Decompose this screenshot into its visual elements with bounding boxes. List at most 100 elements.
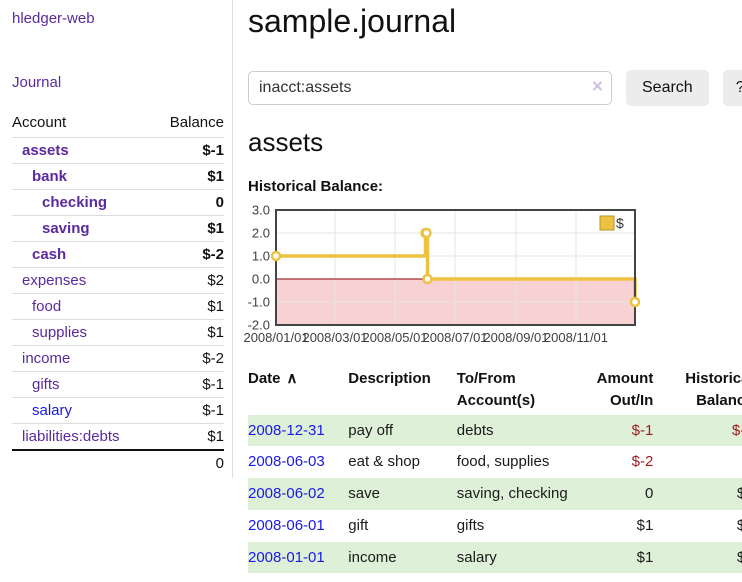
register-row: 2008-12-31 pay off debts $-1 $-1 bbox=[248, 414, 742, 447]
svg-text:2.0: 2.0 bbox=[252, 226, 270, 241]
sidebar-account-link[interactable]: income bbox=[22, 350, 71, 367]
transaction-date-link[interactable]: 2008-06-01 bbox=[248, 516, 325, 534]
sort-asc-icon: ∧ bbox=[286, 370, 298, 387]
register-header-row: Date ∧ Description To/From Account(s) Amo… bbox=[248, 366, 742, 415]
accounts-header-row: Account Balance bbox=[12, 111, 224, 138]
register-row: 2008-06-01 gift gifts $1 $2 bbox=[248, 510, 742, 542]
sidebar-account-link[interactable]: liabilities:debts bbox=[22, 428, 120, 445]
chart-title: Historical Balance: bbox=[248, 178, 384, 195]
register-row: 2008-06-03 eat & shop food, supplies $-20 bbox=[248, 446, 742, 478]
register-row: 2008-06-02 save saving, checking 0 $2 bbox=[248, 478, 742, 510]
account-name-cell: salary bbox=[12, 397, 153, 424]
register-accounts: salary bbox=[456, 548, 497, 566]
register-date-cell: 2008-01-01 bbox=[248, 542, 348, 574]
account-name-cell: bank bbox=[12, 163, 153, 190]
account-name-cell: food bbox=[12, 293, 153, 320]
account-balance: $2 bbox=[152, 267, 224, 294]
account-name-cell: assets bbox=[12, 138, 153, 164]
transaction-date-link[interactable]: 2008-12-31 bbox=[248, 421, 325, 439]
account-name-cell: income bbox=[12, 345, 153, 372]
brand-link[interactable]: hledger-web bbox=[12, 10, 95, 27]
clear-search-icon[interactable]: × bbox=[591, 76, 603, 98]
search-input[interactable] bbox=[248, 71, 612, 105]
transaction-date-link[interactable]: 2008-06-02 bbox=[248, 485, 325, 502]
accounts-total-row: 0 bbox=[12, 449, 224, 476]
svg-text:-1.0: -1.0 bbox=[248, 295, 270, 310]
account-balance: $-1 bbox=[152, 371, 224, 398]
transaction-date-link[interactable]: 2008-01-01 bbox=[248, 548, 325, 566]
account-balance: $1 bbox=[152, 215, 224, 242]
account-balance: $1 bbox=[152, 293, 224, 320]
svg-text:2008/07/01: 2008/07/01 bbox=[422, 330, 487, 345]
search-row: × Search ? bbox=[248, 70, 742, 106]
help-button[interactable]: ? bbox=[722, 70, 742, 106]
register-accounts: debts bbox=[456, 421, 494, 439]
register-balance: $2 bbox=[736, 485, 742, 502]
accounts-header-balance: Balance bbox=[152, 111, 224, 138]
account-row: supplies $1 bbox=[12, 319, 224, 346]
account-balance: $-1 bbox=[152, 397, 224, 424]
register-description: gift bbox=[348, 516, 369, 534]
journal-nav-link[interactable]: Journal bbox=[12, 74, 62, 91]
register-accounts: food, supplies bbox=[456, 453, 550, 471]
sidebar-account-link[interactable]: saving bbox=[42, 220, 90, 237]
register-amount: $1 bbox=[636, 548, 654, 566]
svg-text:1.0: 1.0 bbox=[252, 249, 270, 264]
accounts-header-account: Account bbox=[12, 111, 153, 138]
register-description: eat & shop bbox=[348, 453, 420, 471]
account-balance: $1 bbox=[152, 163, 224, 190]
svg-text:2008/01/01: 2008/01/01 bbox=[243, 330, 308, 345]
accounts-balance-table: Account Balance assets $-1 bank $1 checking 0… bbox=[12, 111, 224, 476]
accounts-total-value: 0 bbox=[152, 449, 224, 476]
register-balance: $1 bbox=[736, 548, 742, 566]
sidebar-account-link[interactable]: expenses bbox=[22, 272, 87, 289]
sidebar-account-link[interactable]: salary bbox=[32, 402, 73, 419]
historical-balance-chart: $3.0 2.0 1.0 0.0 -1.0 -2.0 2008/01/01 2008/03/0… bbox=[243, 203, 742, 346]
accounts-total-spacer bbox=[12, 449, 153, 476]
svg-text:-2.0: -2.0 bbox=[248, 318, 270, 333]
svg-text:3.0: 3.0 bbox=[252, 203, 270, 218]
register-amount: 0 bbox=[644, 485, 654, 502]
account-row: gifts $-1 bbox=[12, 371, 224, 398]
account-balance: $-2 bbox=[152, 345, 224, 372]
register-header-amount: Amount Out/In bbox=[596, 370, 654, 409]
svg-text:$: $ bbox=[616, 215, 624, 231]
account-row: salary $-1 bbox=[12, 397, 224, 424]
register-header-date[interactable]: Date ∧ bbox=[248, 370, 298, 387]
svg-text:2008/09/01: 2008/09/01 bbox=[483, 330, 548, 345]
account-balance: $-2 bbox=[152, 241, 224, 268]
sidebar-account-link[interactable]: assets bbox=[22, 142, 69, 159]
search-button[interactable]: Search bbox=[626, 70, 709, 106]
sidebar-account-link[interactable]: checking bbox=[42, 194, 108, 211]
account-balance: $-1 bbox=[202, 142, 224, 159]
account-balance: $1 bbox=[152, 423, 224, 450]
register-description: income bbox=[348, 548, 397, 566]
sidebar-account-link[interactable]: supplies bbox=[32, 324, 88, 341]
register-accounts: gifts bbox=[456, 516, 485, 534]
register-balance: $2 bbox=[736, 516, 742, 534]
account-heading: assets bbox=[248, 127, 324, 157]
svg-text:2008/11/01: 2008/11/01 bbox=[544, 330, 608, 345]
svg-text:0.0: 0.0 bbox=[252, 272, 270, 287]
register-amount: $-1 bbox=[631, 421, 654, 439]
sidebar-account-link[interactable]: cash bbox=[32, 246, 67, 263]
register-date-cell: 2008-06-03 bbox=[248, 446, 348, 478]
account-row: checking 0 bbox=[12, 189, 224, 216]
svg-text:2008/05/01: 2008/05/01 bbox=[362, 330, 427, 345]
register-balance: 0 bbox=[657, 446, 742, 478]
transaction-date-link[interactable]: 2008-06-03 bbox=[248, 453, 325, 471]
sidebar: hledger-web Journal Account Balance asse… bbox=[0, 0, 233, 478]
register-header-description: Description bbox=[348, 370, 431, 387]
account-row: cash $-2 bbox=[12, 241, 224, 268]
register-date-cell: 2008-06-01 bbox=[248, 510, 348, 542]
account-row: saving $1 bbox=[12, 215, 224, 242]
sidebar-account-link[interactable]: food bbox=[32, 298, 62, 315]
search-box: × bbox=[248, 71, 612, 105]
register-amount: $-2 bbox=[631, 453, 654, 471]
sidebar-account-link[interactable]: gifts bbox=[32, 376, 60, 393]
account-row: assets $-1 bbox=[12, 138, 224, 164]
sidebar-account-link[interactable]: bank bbox=[32, 168, 68, 185]
account-row: bank $1 bbox=[12, 163, 224, 190]
chart-canvas: $3.0 2.0 1.0 0.0 -1.0 -2.02008/01/012008/03/0… bbox=[243, 203, 641, 345]
